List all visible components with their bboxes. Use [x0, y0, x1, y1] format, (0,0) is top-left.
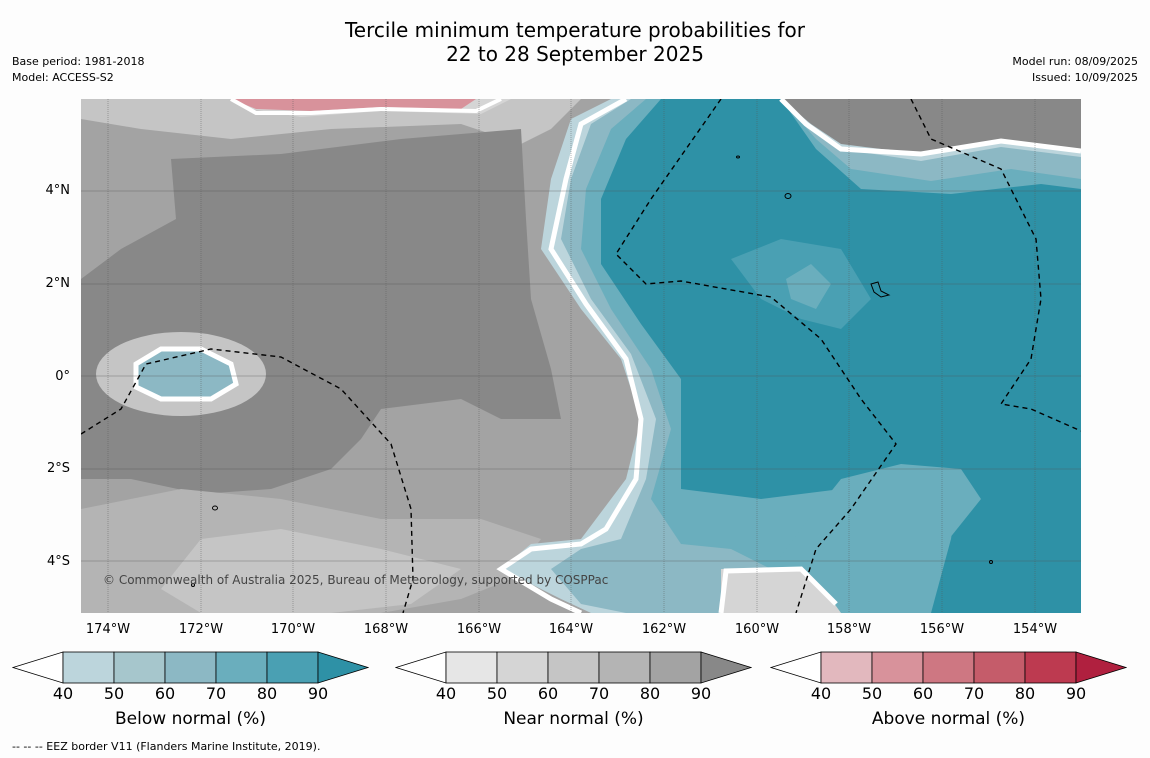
eez-border-central	[615, 99, 897, 613]
below-normal-boundary	[496, 99, 644, 613]
near-normal-colorbar-high-cap	[700, 651, 752, 684]
below-normal-tick-label: 90	[307, 684, 329, 703]
above-normal-outline	[230, 99, 502, 115]
above-normal-colorbar-segment	[820, 651, 873, 684]
below-normal-tick-label: 50	[103, 684, 125, 703]
lon-label-156w: 156°W	[919, 622, 965, 637]
near-normal-colorbar-low-cap	[395, 651, 447, 684]
near-normal-colorbar	[395, 651, 752, 684]
title-line-2: 22 to 28 September 2025	[446, 42, 704, 66]
below-normal-colorbar-segment	[164, 651, 217, 684]
above-normal-tick-label: 50	[861, 684, 883, 703]
island-5	[191, 583, 195, 587]
model-name: Model: ACCESS-S2	[12, 71, 114, 84]
below-normal-colorbar	[12, 651, 369, 684]
lat-label-4s: 4°S	[46, 554, 70, 569]
below-normal-se-patch	[771, 464, 961, 613]
near-normal-colorbar-segment	[496, 651, 549, 684]
map-title: Tercile minimum temperature probabilitie…	[0, 18, 1150, 66]
near-normal-colorbar-segment	[598, 651, 651, 684]
lon-label-174w: 174°W	[85, 622, 131, 637]
near-normal-tick-label: 90	[690, 684, 712, 703]
near-normal-colorbar-segment	[649, 651, 702, 684]
above-normal-colorbar-segment	[871, 651, 924, 684]
lat-label-2n: 2°N	[45, 276, 71, 291]
near-normal-tick-label: 60	[537, 684, 559, 703]
copyright-notice: © Commonwealth of Australia 2025, Bureau…	[103, 573, 608, 587]
northeast-boundary	[779, 99, 1081, 157]
near-normal-topright-region	[781, 99, 1081, 154]
probability-map: © Commonwealth of Australia 2025, Bureau…	[81, 99, 1081, 613]
base-period: Base period: 1981-2018	[12, 55, 145, 68]
lat-label-2s: 2°S	[46, 461, 70, 476]
eez-border-west	[81, 348, 414, 613]
lon-label-168w: 168°W	[363, 622, 409, 637]
lat-label-0: 0°	[55, 369, 70, 384]
below-normal-90-region	[601, 99, 1081, 613]
lon-label-166w: 166°W	[456, 622, 502, 637]
above-normal-colorbar	[770, 651, 1127, 684]
lon-label-172w: 172°W	[178, 622, 224, 637]
below-normal-70-patch	[786, 264, 831, 309]
island-4	[989, 560, 993, 564]
lon-label-164w: 164°W	[548, 622, 594, 637]
below-normal-colorbar-segment	[113, 651, 166, 684]
above-normal-tick-label: 90	[1065, 684, 1087, 703]
near-normal-tick-label: 50	[486, 684, 508, 703]
issued-date: Issued: 10/09/2025	[1031, 71, 1138, 84]
above-normal-colorbar-high-cap	[1075, 651, 1127, 684]
near-normal-tick-label: 70	[588, 684, 610, 703]
above-normal-colorbar-low-cap	[770, 651, 822, 684]
near-normal-colorbar-label: Near normal (%)	[503, 709, 644, 729]
above-normal-colorbar-segment	[922, 651, 975, 684]
lon-label-162w: 162°W	[641, 622, 687, 637]
meta-right: Model run: 08/09/2025 Issued: 10/09/2025	[1012, 54, 1138, 86]
eez-footnote: -- -- -- EEZ border V11 (Flanders Marine…	[12, 740, 321, 753]
island-2	[870, 281, 891, 298]
near-normal-colorbar-segment	[445, 651, 498, 684]
above-normal-colorbar-segment	[973, 651, 1026, 684]
title-line-1: Tercile minimum temperature probabilitie…	[344, 18, 806, 42]
above-normal-region	[231, 99, 476, 111]
below-normal-colorbar-segment	[62, 651, 115, 684]
below-normal-tick-label: 80	[256, 684, 278, 703]
above-normal-tick-label: 60	[912, 684, 934, 703]
lon-label-154w: 154°W	[1012, 622, 1058, 637]
above-normal-colorbar-label: Above normal (%)	[871, 709, 1026, 729]
near-normal-tick-label: 80	[639, 684, 661, 703]
islands	[191, 155, 993, 587]
below-normal-colorbar-segment	[266, 651, 319, 684]
meta-left: Base period: 1981-2018 Model: ACCESS-S2	[12, 54, 144, 86]
below-normal-colorbar-label: Below normal (%)	[115, 709, 266, 729]
lon-label-158w: 158°W	[826, 622, 872, 637]
above-normal-colorbar-segment	[1024, 651, 1077, 684]
above-normal-tick-label: 80	[1014, 684, 1036, 703]
west-below-normal-blob	[136, 349, 236, 399]
south-pocket-boundary	[718, 566, 838, 613]
near-normal-tick-label: 40	[435, 684, 457, 703]
below-normal-colorbar-low-cap	[12, 651, 64, 684]
eez-borders	[81, 99, 1081, 613]
above-normal-tick-label: 40	[810, 684, 832, 703]
west-blob-outline	[133, 346, 239, 402]
below-normal-colorbar-segment	[215, 651, 268, 684]
lon-label-170w: 170°W	[270, 622, 316, 637]
graticule	[81, 99, 1081, 613]
above-normal-tick-label: 70	[963, 684, 985, 703]
island-6	[736, 155, 740, 159]
model-run: Model run: 08/09/2025	[1012, 55, 1138, 68]
island-3	[212, 505, 218, 511]
near-normal-colorbar-segment	[547, 651, 600, 684]
island-1	[784, 193, 792, 199]
below-normal-tick-label: 70	[205, 684, 227, 703]
lon-label-160w: 160°W	[734, 622, 780, 637]
below-normal-tick-label: 60	[154, 684, 176, 703]
lat-label-4n: 4°N	[45, 183, 71, 198]
below-normal-tick-label: 40	[52, 684, 74, 703]
below-normal-colorbar-high-cap	[317, 651, 369, 684]
